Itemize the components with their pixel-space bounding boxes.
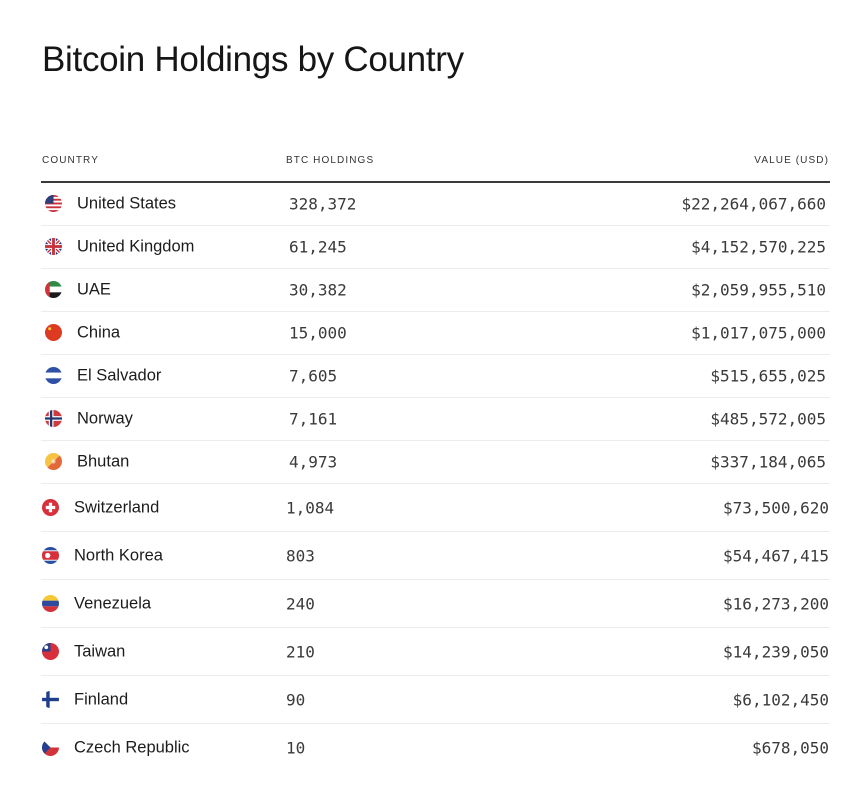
table-row: Venezuela 240 $16,273,200 xyxy=(41,580,830,628)
table-header: COUNTRY BTC HOLDINGS VALUE (USD) xyxy=(41,150,830,183)
country-name: United Kingdom xyxy=(77,237,195,256)
country-name: El Salvador xyxy=(77,366,162,385)
value-usd: $73,500,620 xyxy=(723,498,829,517)
value-usd: $485,572,005 xyxy=(710,409,826,429)
country-name: Czech Republic xyxy=(74,738,190,756)
value-usd: $22,264,067,660 xyxy=(681,194,827,214)
table-row: North Korea 803 $54,467,415 xyxy=(41,532,830,580)
country-name: Taiwan xyxy=(74,642,126,660)
btc-holdings: 7,605 xyxy=(289,366,338,386)
switzerland-flag-icon xyxy=(42,498,59,516)
btc-holdings: 1,084 xyxy=(286,498,335,517)
country-name: North Korea xyxy=(74,546,163,564)
country-name: Bhutan xyxy=(77,452,130,471)
el-salvador-flag-icon xyxy=(45,367,62,384)
table-row: Finland 90 $6,102,450 xyxy=(41,676,830,724)
value-usd: $678,050 xyxy=(751,738,829,757)
table-row: Switzerland 1,084 $73,500,620 xyxy=(41,484,830,532)
country-name: United States xyxy=(77,194,177,213)
value-usd: $515,655,025 xyxy=(710,366,826,386)
country-name: Norway xyxy=(77,409,133,428)
country-name: UAE xyxy=(77,280,111,299)
uk-flag-icon xyxy=(45,238,62,255)
table-row: Taiwan 210 $14,239,050 xyxy=(41,628,830,676)
btc-holdings: 328,372 xyxy=(289,194,357,214)
czech-flag-icon xyxy=(42,738,59,756)
country-name: Finland xyxy=(74,690,129,708)
column-header-btc-holdings[interactable]: BTC HOLDINGS xyxy=(286,155,375,166)
country-name: China xyxy=(77,323,121,342)
finland-flag-icon xyxy=(42,690,59,708)
venezuela-flag-icon xyxy=(42,594,59,612)
value-usd: $14,239,050 xyxy=(723,642,829,661)
btc-holdings: 240 xyxy=(286,594,315,613)
value-usd: $54,467,415 xyxy=(723,546,829,565)
btc-holdings: 10 xyxy=(286,738,306,757)
bhutan-flag-icon xyxy=(45,453,62,470)
btc-holdings: 15,000 xyxy=(289,323,347,343)
holdings-table: COUNTRY BTC HOLDINGS VALUE (USD) United … xyxy=(41,150,830,771)
btc-holdings: 90 xyxy=(286,690,306,709)
value-usd: $1,017,075,000 xyxy=(691,323,826,343)
btc-holdings: 803 xyxy=(286,546,315,565)
value-usd: $337,184,065 xyxy=(710,452,826,472)
column-header-value-usd[interactable]: VALUE (USD) xyxy=(754,155,829,166)
btc-holdings: 30,382 xyxy=(289,280,347,300)
table-row: UAE 30,382 $2,059,955,510 xyxy=(41,269,830,312)
table-row: Norway 7,161 $485,572,005 xyxy=(41,398,830,441)
value-usd: $6,102,450 xyxy=(732,690,829,709)
value-usd: $16,273,200 xyxy=(723,594,829,613)
column-header-country[interactable]: COUNTRY xyxy=(42,155,99,166)
north-korea-flag-icon xyxy=(42,546,59,564)
btc-holdings: 7,161 xyxy=(289,409,338,429)
us-flag-icon xyxy=(45,195,62,212)
taiwan-flag-icon xyxy=(42,642,59,660)
country-name: Venezuela xyxy=(74,594,152,612)
norway-flag-icon xyxy=(45,410,62,427)
btc-holdings: 210 xyxy=(286,642,315,661)
country-name: Switzerland xyxy=(74,498,160,516)
china-flag-icon xyxy=(45,324,62,341)
table-row: Bhutan 4,973 $337,184,065 xyxy=(41,441,830,484)
uae-flag-icon xyxy=(45,281,62,298)
table-row: United States 328,372 $22,264,067,660 xyxy=(41,183,830,226)
value-usd: $4,152,570,225 xyxy=(691,237,826,257)
btc-holdings: 61,245 xyxy=(289,237,347,257)
table-row: El Salvador 7,605 $515,655,025 xyxy=(41,355,830,398)
table-row: China 15,000 $1,017,075,000 xyxy=(41,312,830,355)
table-row: United Kingdom 61,245 $4,152,570,225 xyxy=(41,226,830,269)
value-usd: $2,059,955,510 xyxy=(691,280,826,300)
table-row: Czech Republic 10 $678,050 xyxy=(41,724,830,771)
btc-holdings: 4,973 xyxy=(289,452,338,472)
page-title: Bitcoin Holdings by Country xyxy=(42,40,464,79)
